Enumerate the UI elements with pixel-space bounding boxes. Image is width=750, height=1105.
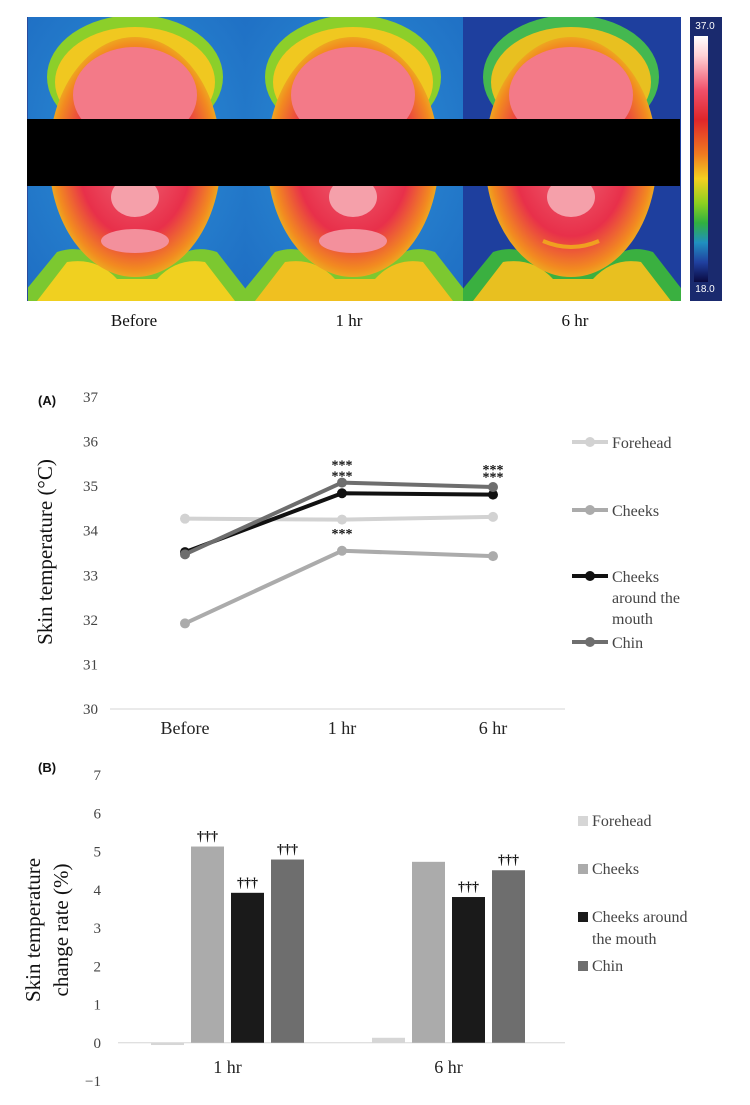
bar-chin <box>492 870 525 1043</box>
legend-marker <box>585 505 595 515</box>
legend-label: Chin <box>612 635 643 652</box>
data-point-forehead <box>337 514 347 525</box>
legend-item-forehead: Forehead <box>578 813 652 830</box>
bar-cheeks <box>191 846 224 1043</box>
y-tick-label: 36 <box>83 435 99 451</box>
thermal-label-before: Before <box>110 311 158 330</box>
chart-a-line: (A) Skin temperature (°C) 30 31 32 33 34 35 36… <box>33 390 680 735</box>
y-tick-label: 31 <box>83 657 98 673</box>
y-tick-label: −1 <box>85 1074 101 1090</box>
y-tick-label: 0 <box>94 1036 102 1052</box>
legend-label: Cheeks around the mouth <box>612 569 680 628</box>
significance-label: ††† <box>237 876 258 891</box>
y-tick-label: 6 <box>94 806 102 822</box>
significance-label: ††† <box>458 880 479 895</box>
bar-forehead <box>372 1037 405 1043</box>
data-point-cheeks <box>488 551 498 562</box>
significance-label: *** <box>332 459 353 474</box>
data-point-chin <box>337 477 347 488</box>
legend-swatch <box>578 912 588 922</box>
bar-chin <box>271 859 304 1043</box>
significance-label: *** <box>332 527 353 542</box>
data-point-forehead <box>488 511 498 522</box>
legend-marker <box>585 571 595 581</box>
legend-swatch <box>578 864 588 874</box>
chart-b-y-axis-label: Skin temperature change rate (%) <box>21 858 73 1002</box>
y-tick-label: 1 <box>94 998 102 1014</box>
legend-item-chin: Chin <box>578 958 623 975</box>
bar-cheeks-around-the-mouth <box>452 897 485 1043</box>
legend-label: Cheeks around the mouth <box>592 909 688 948</box>
data-point-cheeks <box>180 618 190 629</box>
temperature-color-scale: 37.0 18.0 <box>690 17 722 301</box>
x-tick-label: 1 hr <box>213 1057 242 1077</box>
data-point-forehead <box>180 513 190 524</box>
panel-b-tag: (B) <box>38 760 56 775</box>
panel-a-tag: (A) <box>38 393 56 408</box>
scale-max-label: 37.0 <box>695 21 715 32</box>
thermal-image-strip: 37.0 18.0 <box>27 17 722 301</box>
significance-label: ††† <box>197 830 218 845</box>
x-tick-label: 6 hr <box>434 1057 463 1077</box>
legend-swatch <box>578 816 588 826</box>
y-tick-label: 30 <box>83 702 98 718</box>
y-tick-label: 37 <box>83 390 99 406</box>
thermal-label-6hr: 6 hr <box>561 311 589 330</box>
significance-label: *** <box>483 471 504 486</box>
bar-cheeks-around-the-mouth <box>231 892 264 1043</box>
legend-item-cheeks-around-the-mouth: Cheeks around the mouth <box>578 909 688 948</box>
bar-cheeks <box>412 861 445 1043</box>
y-tick-label: 34 <box>83 524 99 540</box>
legend-marker <box>585 437 595 447</box>
significance-label: *** <box>483 463 504 478</box>
legend-item-cheeks-around-the-mouth: Cheeks around the mouth <box>572 569 680 628</box>
color-scale-gradient <box>694 36 708 282</box>
legend-label: Cheeks <box>612 503 659 520</box>
y-tick-label: 5 <box>94 845 102 861</box>
chart-a-y-axis-label: Skin temperature (°C) <box>33 459 57 645</box>
legend-label: Forehead <box>592 813 652 830</box>
bar-forehead <box>151 1042 184 1046</box>
legend-item-cheeks: Cheeks <box>578 861 639 878</box>
x-tick-label: Before <box>161 718 210 735</box>
chart-b-bar: (B) Skin temperature change rate (%) −1 0 1… <box>21 760 688 1090</box>
significance-label: *** <box>332 469 353 484</box>
significance-label: ††† <box>277 843 298 858</box>
y-tick-label: 35 <box>83 479 98 495</box>
legend-swatch <box>578 961 588 971</box>
y-tick-label: 2 <box>94 959 102 975</box>
scale-min-label: 18.0 <box>695 284 715 295</box>
censor-bar <box>27 119 680 186</box>
legend-marker <box>585 637 595 647</box>
legend-item-cheeks: Cheeks <box>572 503 659 520</box>
data-point-cheeks <box>337 545 347 556</box>
legend-item-forehead: Forehead <box>572 435 672 452</box>
y-tick-label: 32 <box>83 613 98 629</box>
data-point-chin <box>488 482 498 493</box>
thermal-label-1hr: 1 hr <box>335 311 363 330</box>
legend-label: Chin <box>592 958 623 975</box>
x-tick-label: 6 hr <box>479 718 508 735</box>
data-point-cheeks-around-the-mouth <box>337 488 347 499</box>
series-line-cheeks <box>184 548 494 626</box>
legend-item-chin: Chin <box>572 635 643 652</box>
significance-label: ††† <box>498 853 519 868</box>
legend-label: Cheeks <box>592 861 639 878</box>
legend-label: Forehead <box>612 435 672 452</box>
x-tick-label: 1 hr <box>328 718 357 735</box>
y-tick-label: 7 <box>94 768 102 784</box>
data-point-chin <box>180 549 190 560</box>
data-point-cheeks-around-the-mouth <box>488 489 498 500</box>
y-tick-label: 3 <box>94 921 102 937</box>
y-tick-label: 33 <box>83 568 98 584</box>
y-tick-label: 4 <box>94 883 102 899</box>
